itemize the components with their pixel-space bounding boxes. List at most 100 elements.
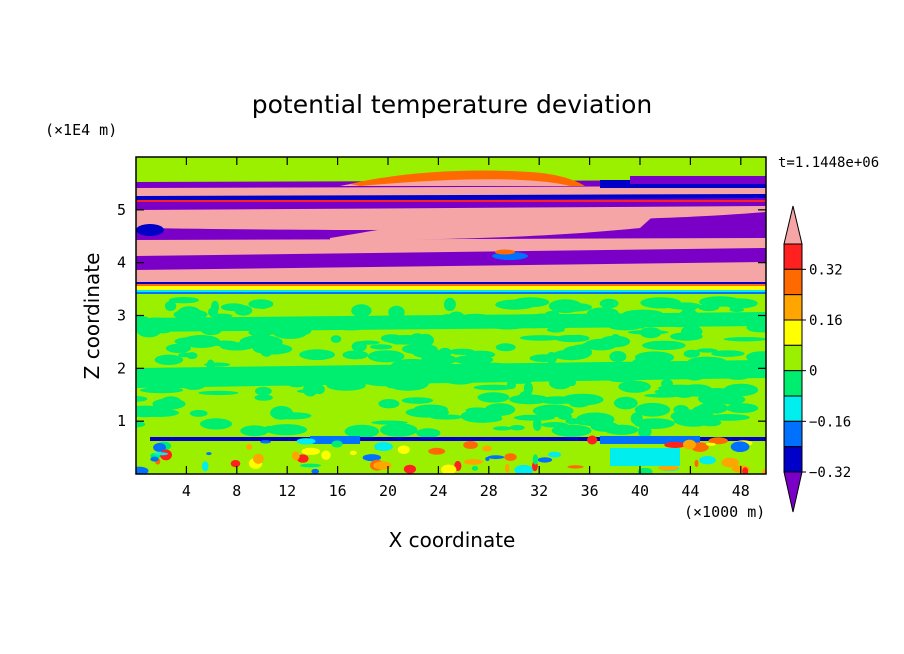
field-patch-boundary xyxy=(567,465,584,469)
y-tick-label: 2 xyxy=(117,359,126,377)
field-patch-boundary xyxy=(721,457,739,468)
field-patch-boundary xyxy=(260,440,271,444)
field-patch-green xyxy=(548,299,583,313)
field-patch-boundary xyxy=(150,456,159,462)
y-axis-title: Z coordinate xyxy=(80,253,104,380)
field-patch-green xyxy=(519,335,562,341)
x-tick-label: 16 xyxy=(329,482,347,500)
field-patch-green xyxy=(186,352,198,360)
field-patch-green xyxy=(189,409,208,417)
field-patch-boundary xyxy=(587,435,598,445)
x-tick-label: 32 xyxy=(530,482,548,500)
colorbar-label: 0 xyxy=(809,364,817,380)
field-patch-green xyxy=(421,353,457,366)
x-tick-label: 4 xyxy=(182,482,191,500)
field-patch-green xyxy=(680,384,713,397)
time-label: t=1.1448e+06 xyxy=(778,155,879,171)
field-patch-green xyxy=(252,343,293,355)
field-patch-green xyxy=(139,408,179,417)
field-patch-boundary xyxy=(299,463,321,468)
x-tick-label: 12 xyxy=(278,482,296,500)
field-patch-green xyxy=(154,354,184,365)
field-band-pink xyxy=(330,208,660,240)
y-unit-label: (×1E4 m) xyxy=(45,121,117,139)
field-patch-green xyxy=(351,304,372,318)
field-patch-boundary xyxy=(699,456,716,465)
field-patch-green xyxy=(174,337,205,346)
colorbar-box xyxy=(783,319,803,346)
field-patch-boundary xyxy=(311,468,320,474)
field-patch-green xyxy=(416,428,441,438)
field-patch-green xyxy=(642,340,686,351)
field-patch-green xyxy=(136,421,146,428)
field-patch-green xyxy=(438,347,452,357)
field-band-blue xyxy=(310,436,360,444)
field-patch-green xyxy=(661,379,673,389)
field-patch-green xyxy=(254,394,273,401)
x-tick-label: 8 xyxy=(232,482,241,500)
field-patch-boundary xyxy=(664,441,686,448)
colorbar-label: 0.16 xyxy=(809,313,843,329)
field-patch-boundary xyxy=(683,439,696,450)
chart-title: potential temperature deviation xyxy=(252,90,652,119)
field-patch-green xyxy=(200,418,233,430)
field-band-green xyxy=(136,312,766,332)
field-patch-green xyxy=(506,380,516,390)
field-patch-green xyxy=(443,297,456,311)
field-patch-green xyxy=(532,404,574,418)
field-patch-green xyxy=(599,298,619,309)
field-patch-green xyxy=(679,302,698,312)
field-patch-boundary xyxy=(349,450,357,456)
field-patch-boundary xyxy=(742,467,749,474)
field-patch-green xyxy=(139,387,184,394)
field-patch-boundary xyxy=(428,447,446,455)
y-tick-label: 4 xyxy=(117,254,126,272)
field-patch-green xyxy=(370,344,393,350)
field-patch-green xyxy=(532,418,542,431)
field-patch-green xyxy=(265,424,307,436)
field-patch-green xyxy=(692,405,713,417)
field-patch-boundary xyxy=(708,437,728,445)
field-patch-green xyxy=(357,340,380,345)
field-patch-green xyxy=(380,423,418,437)
field-patch-boundary xyxy=(463,459,483,465)
field-patch-green xyxy=(492,426,512,431)
colorbar-box xyxy=(783,370,803,397)
field-patch-green xyxy=(683,349,700,358)
field-patch-green xyxy=(210,313,233,318)
colorbar-label: −0.16 xyxy=(809,414,851,430)
colorbar-label: 0.32 xyxy=(809,262,843,278)
field-patch-green xyxy=(240,425,269,437)
field-band-purple xyxy=(630,176,766,184)
field-patch-boundary xyxy=(487,455,505,460)
field-patch-boundary xyxy=(296,438,316,445)
field-patch-boundary xyxy=(153,442,167,452)
x-tick-label: 24 xyxy=(429,482,447,500)
x-tick-label: 20 xyxy=(379,482,397,500)
field-band-green xyxy=(136,360,766,388)
field-patch-green xyxy=(380,334,403,343)
field-patch-green xyxy=(495,299,536,310)
field-patch-green xyxy=(584,338,618,351)
field-patch-green xyxy=(640,297,682,309)
x-unit-label: (×1000 m) xyxy=(684,503,765,521)
field-patch-green xyxy=(670,332,703,341)
field-patch-boundary xyxy=(463,441,478,449)
field-patch-green xyxy=(523,381,534,396)
y-tick-label: 5 xyxy=(117,201,126,219)
field-patch-green xyxy=(160,396,182,408)
field-band-orange xyxy=(350,170,585,186)
colorbar-top-triangle xyxy=(783,205,803,245)
heatmap-field xyxy=(136,157,766,474)
field-patch-green xyxy=(638,424,652,439)
field-patch-green xyxy=(220,303,247,312)
field-patch-boundary xyxy=(658,465,679,471)
field-patch-green xyxy=(255,386,272,396)
colorbar-box xyxy=(783,344,803,372)
field-patch-green xyxy=(723,383,759,397)
field-patch-green xyxy=(204,362,231,367)
colorbar-box xyxy=(783,395,803,422)
field-patch-boundary xyxy=(230,460,241,468)
x-tick-label: 48 xyxy=(732,482,750,500)
field-patch-green xyxy=(165,343,191,353)
